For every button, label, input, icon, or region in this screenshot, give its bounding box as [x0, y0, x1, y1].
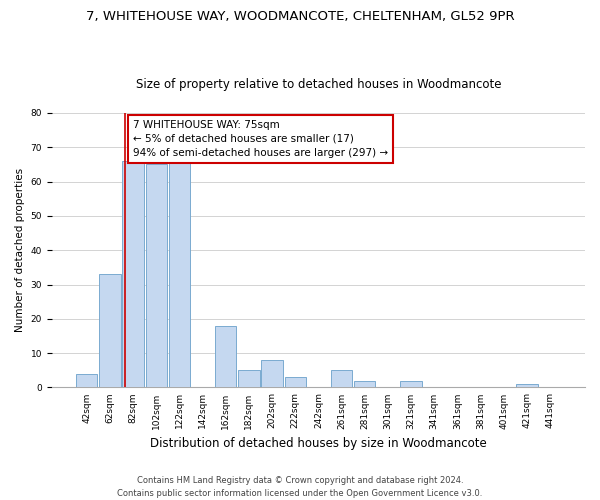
- Bar: [284, 377, 306, 388]
- Bar: [238, 370, 260, 388]
- Bar: [262, 360, 283, 388]
- Bar: [146, 164, 167, 388]
- Bar: [76, 374, 97, 388]
- Bar: [122, 161, 143, 388]
- Bar: [400, 380, 422, 388]
- Y-axis label: Number of detached properties: Number of detached properties: [15, 168, 25, 332]
- Bar: [331, 370, 352, 388]
- Text: 7, WHITEHOUSE WAY, WOODMANCOTE, CHELTENHAM, GL52 9PR: 7, WHITEHOUSE WAY, WOODMANCOTE, CHELTENH…: [86, 10, 514, 23]
- Bar: [169, 161, 190, 388]
- Title: Size of property relative to detached houses in Woodmancote: Size of property relative to detached ho…: [136, 78, 501, 91]
- Bar: [354, 380, 376, 388]
- Bar: [215, 326, 236, 388]
- Text: 7 WHITEHOUSE WAY: 75sqm
← 5% of detached houses are smaller (17)
94% of semi-det: 7 WHITEHOUSE WAY: 75sqm ← 5% of detached…: [133, 120, 388, 158]
- Bar: [516, 384, 538, 388]
- X-axis label: Distribution of detached houses by size in Woodmancote: Distribution of detached houses by size …: [150, 437, 487, 450]
- Text: Contains HM Land Registry data © Crown copyright and database right 2024.
Contai: Contains HM Land Registry data © Crown c…: [118, 476, 482, 498]
- Bar: [99, 274, 121, 388]
